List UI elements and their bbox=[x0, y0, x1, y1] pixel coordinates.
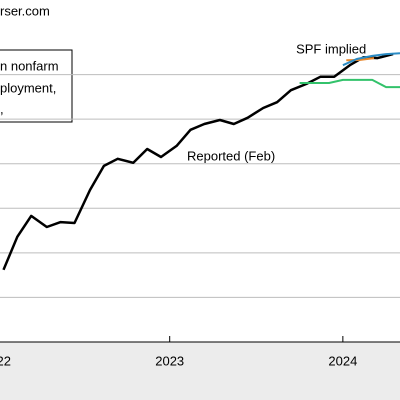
series-line bbox=[342, 52, 400, 67]
series-line bbox=[2, 52, 394, 271]
legend-text: , bbox=[0, 101, 4, 116]
legend-text: n nonfarm bbox=[0, 58, 59, 73]
x-tick-label: 2022 bbox=[0, 353, 11, 368]
annotation: Reported (Feb) bbox=[187, 148, 275, 163]
annotation: SPF implied bbox=[296, 41, 366, 56]
series-line bbox=[346, 57, 375, 62]
legend-box bbox=[0, 49, 73, 123]
x-tick-label: 2024 bbox=[328, 353, 357, 368]
legend-text: ployment, bbox=[0, 80, 56, 95]
series-line bbox=[299, 78, 400, 89]
x-tick-label: 2023 bbox=[155, 353, 184, 368]
source: rser.com bbox=[0, 3, 50, 18]
